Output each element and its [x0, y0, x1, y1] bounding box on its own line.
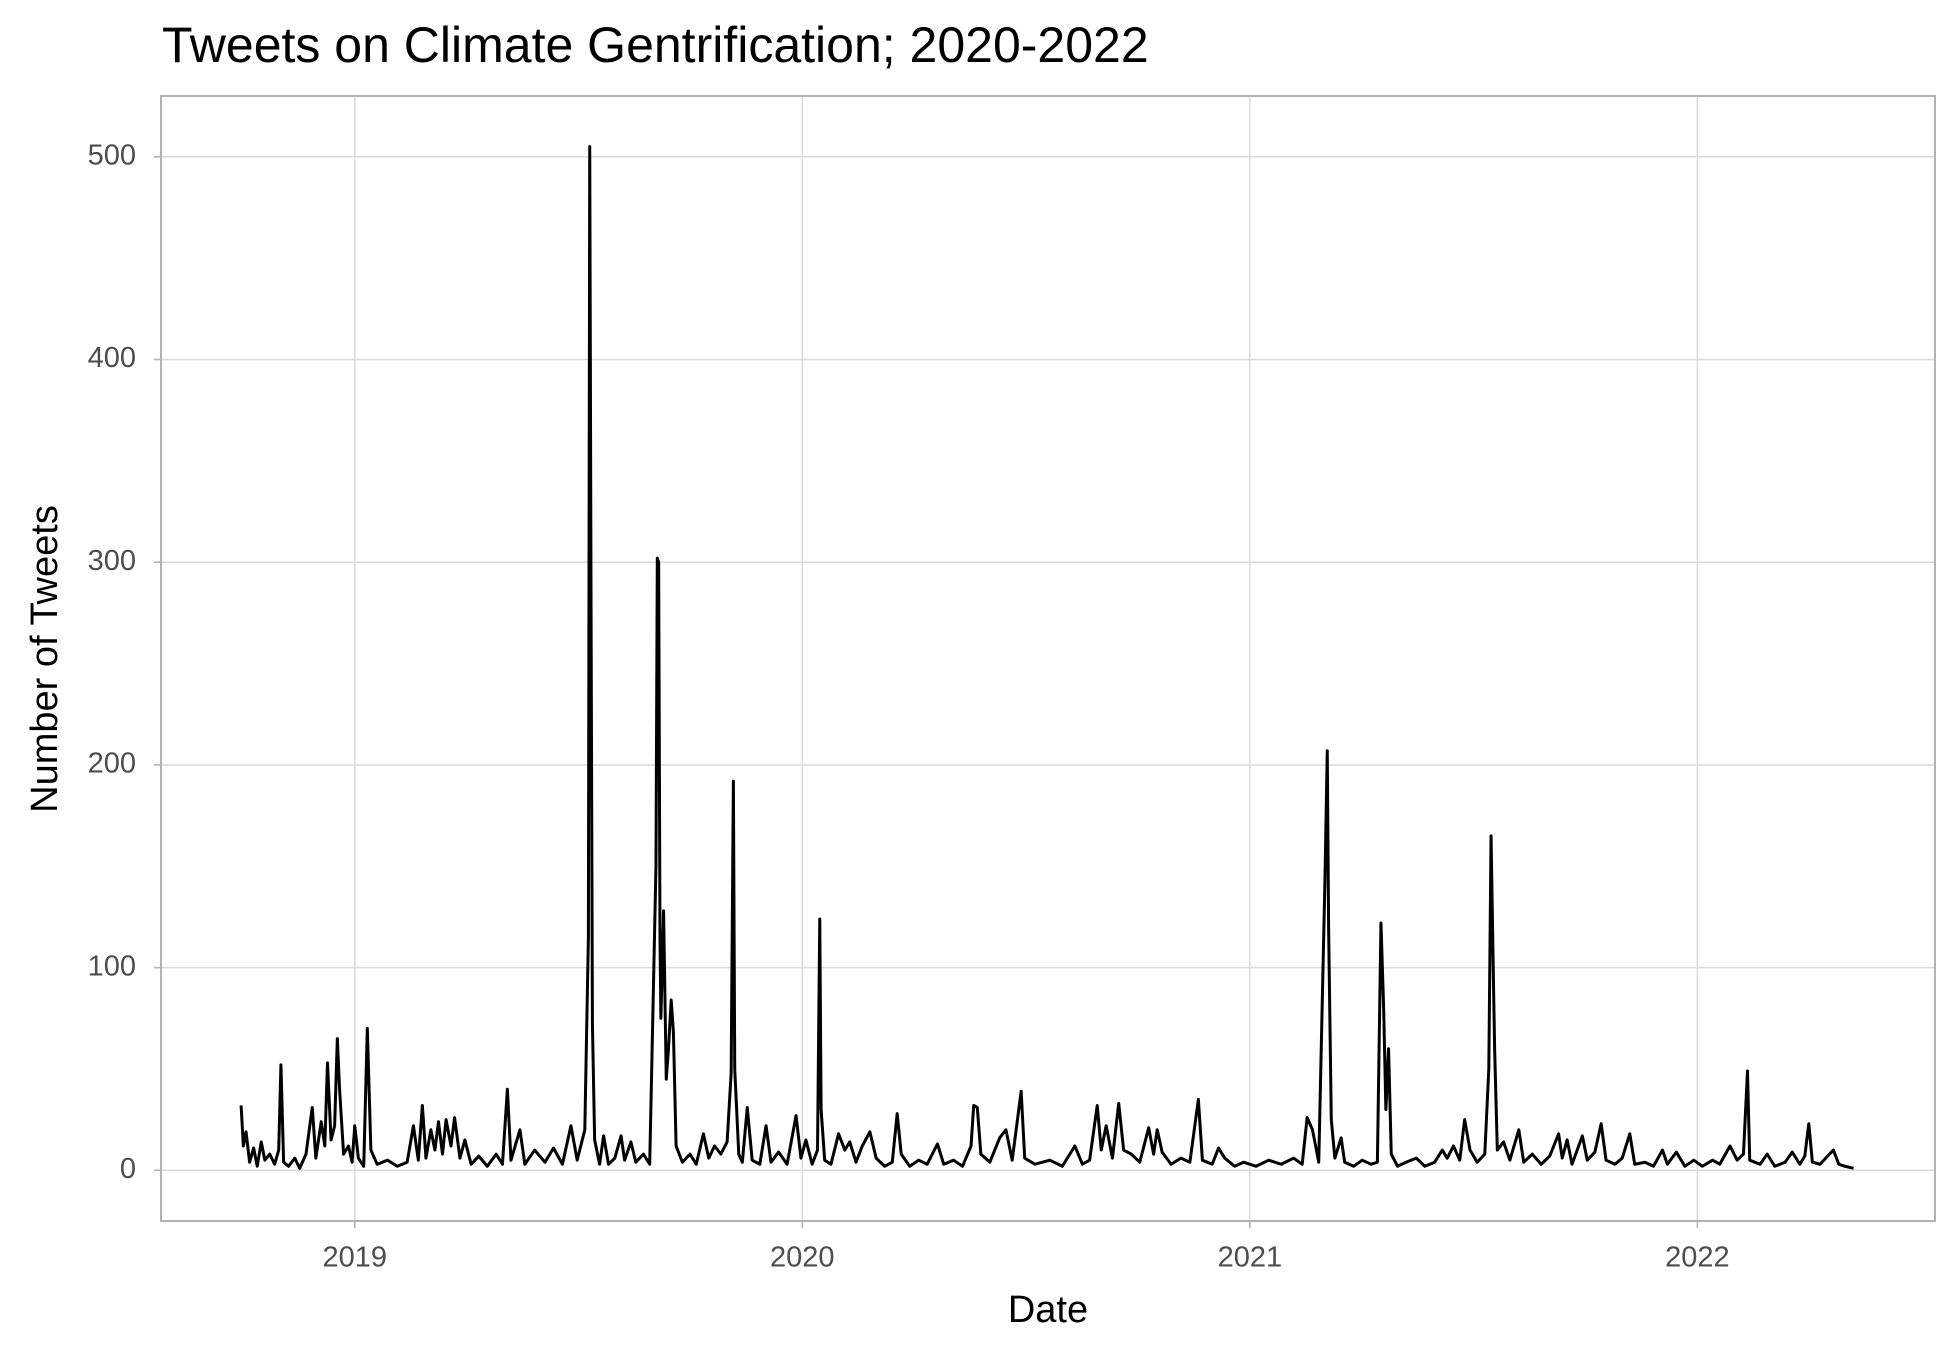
y-tick-label: 400 [88, 342, 136, 374]
data-line [239, 145, 1854, 1170]
x-tick-label: 2020 [770, 1242, 835, 1274]
x-tick-label: 2019 [323, 1242, 388, 1274]
panel-border [160, 95, 1936, 1222]
y-tick-label: 0 [120, 1153, 136, 1185]
y-tick-label: 300 [88, 545, 136, 577]
y-tick-label: 200 [88, 748, 136, 780]
y-tick-label: 100 [88, 950, 136, 982]
chart-title: Tweets on Climate Gentrification; 2020-2… [162, 17, 1149, 73]
x-tick-label: 2022 [1665, 1242, 1730, 1274]
x-tick-label: 2021 [1218, 1242, 1283, 1274]
y-axis-title: Number of Tweets [24, 505, 66, 813]
x-axis-title: Date [1008, 1289, 1088, 1331]
y-tick-label: 500 [88, 139, 136, 171]
